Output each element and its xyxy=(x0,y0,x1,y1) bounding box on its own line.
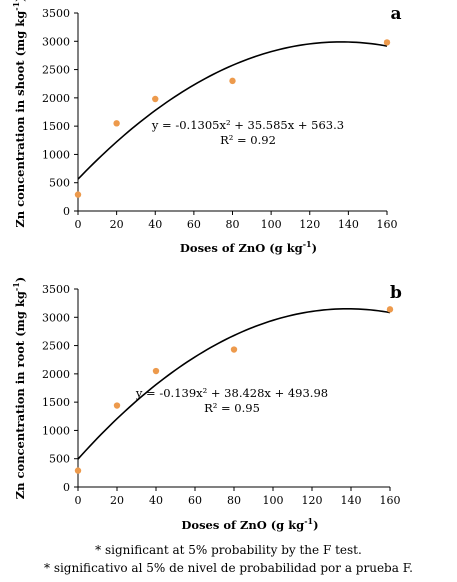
x-tick-label: 60 xyxy=(187,218,201,231)
x-tick-label: 80 xyxy=(226,218,240,231)
x-tick-label: 40 xyxy=(149,494,163,507)
x-tick-label: 140 xyxy=(341,494,362,507)
y-tick-label: 1000 xyxy=(42,148,70,161)
y-tick-label: 3500 xyxy=(42,7,70,20)
chart-panel-b: 0 500 1000 1500 2000 2500 3000 3500 0 20 40 60 80 100… xyxy=(11,277,402,532)
y-tick-label: 2500 xyxy=(42,340,70,353)
y-tick-label: 0 xyxy=(63,481,70,494)
y-tick-label: 2000 xyxy=(42,92,70,105)
x-tick-label: 100 xyxy=(261,218,282,231)
y-tick-label: 0 xyxy=(63,205,70,218)
data-point xyxy=(152,367,160,375)
data-point xyxy=(230,346,238,353)
x-tick-label: 160 xyxy=(377,218,398,231)
x-tick-label: 20 xyxy=(110,218,124,231)
y-tick-label: 3000 xyxy=(42,35,70,48)
r-squared: R² = 0.95 xyxy=(204,401,260,415)
data-point xyxy=(113,120,120,127)
y-tick-label: 1500 xyxy=(42,120,70,133)
data-point xyxy=(74,467,82,474)
y-tick-label: 2500 xyxy=(42,64,70,77)
footnote-english: * significant at 5% probability by the F… xyxy=(95,543,362,557)
y-tick-label: 1500 xyxy=(42,396,70,409)
x-tick-label: 0 xyxy=(75,218,82,231)
y-tick-label: 3000 xyxy=(42,311,70,324)
data-point xyxy=(229,77,236,85)
data-point xyxy=(383,39,391,46)
x-tick-label: 20 xyxy=(110,494,124,507)
panel-label: b xyxy=(390,283,402,303)
y-tick-label: 500 xyxy=(49,453,70,466)
data-point xyxy=(386,306,394,313)
y-axis-label: Zn concentration in shoot (mg kg-1) xyxy=(11,0,27,228)
panel-label: a xyxy=(390,4,401,24)
y-tick-label: 2000 xyxy=(42,368,70,381)
trend-equation: y = -0.139x² + 38.428x + 493.98 xyxy=(135,386,328,400)
x-tick-label: 60 xyxy=(188,494,202,507)
y-tick-label: 1000 xyxy=(42,424,70,437)
x-tick-label: 120 xyxy=(302,494,323,507)
y-tick-label: 3500 xyxy=(42,283,70,296)
x-tick-label: 140 xyxy=(338,218,359,231)
trendline xyxy=(77,307,391,460)
x-tick-label: 80 xyxy=(227,494,241,507)
y-axis-label: Zn concentration in root (mg kg-1) xyxy=(11,277,27,499)
data-point xyxy=(74,191,82,198)
trendline xyxy=(77,41,388,180)
x-tick-label: 100 xyxy=(263,494,284,507)
footnote-spanish: * significativo al 5% de nivel de probab… xyxy=(44,561,413,575)
x-tick-label: 0 xyxy=(75,494,82,507)
x-tick-label: 160 xyxy=(380,494,401,507)
y-tick-label: 500 xyxy=(49,177,70,190)
x-tick-label: 120 xyxy=(299,218,320,231)
x-tick-label: 40 xyxy=(148,218,162,231)
data-point xyxy=(113,402,121,409)
x-axis-label: Doses of ZnO (g kg-1) xyxy=(181,516,318,532)
chart-panel-a: 0 500 1000 1500 2000 2500 3000 3500 0 20 40 60 80 100… xyxy=(11,0,402,255)
r-squared: R² = 0.92 xyxy=(220,133,276,147)
x-axis-label: Doses of ZnO (g kg-1) xyxy=(180,239,317,255)
trend-equation: y = -0.1305x² + 35.585x + 563.3 xyxy=(151,118,344,132)
data-point xyxy=(152,95,159,103)
